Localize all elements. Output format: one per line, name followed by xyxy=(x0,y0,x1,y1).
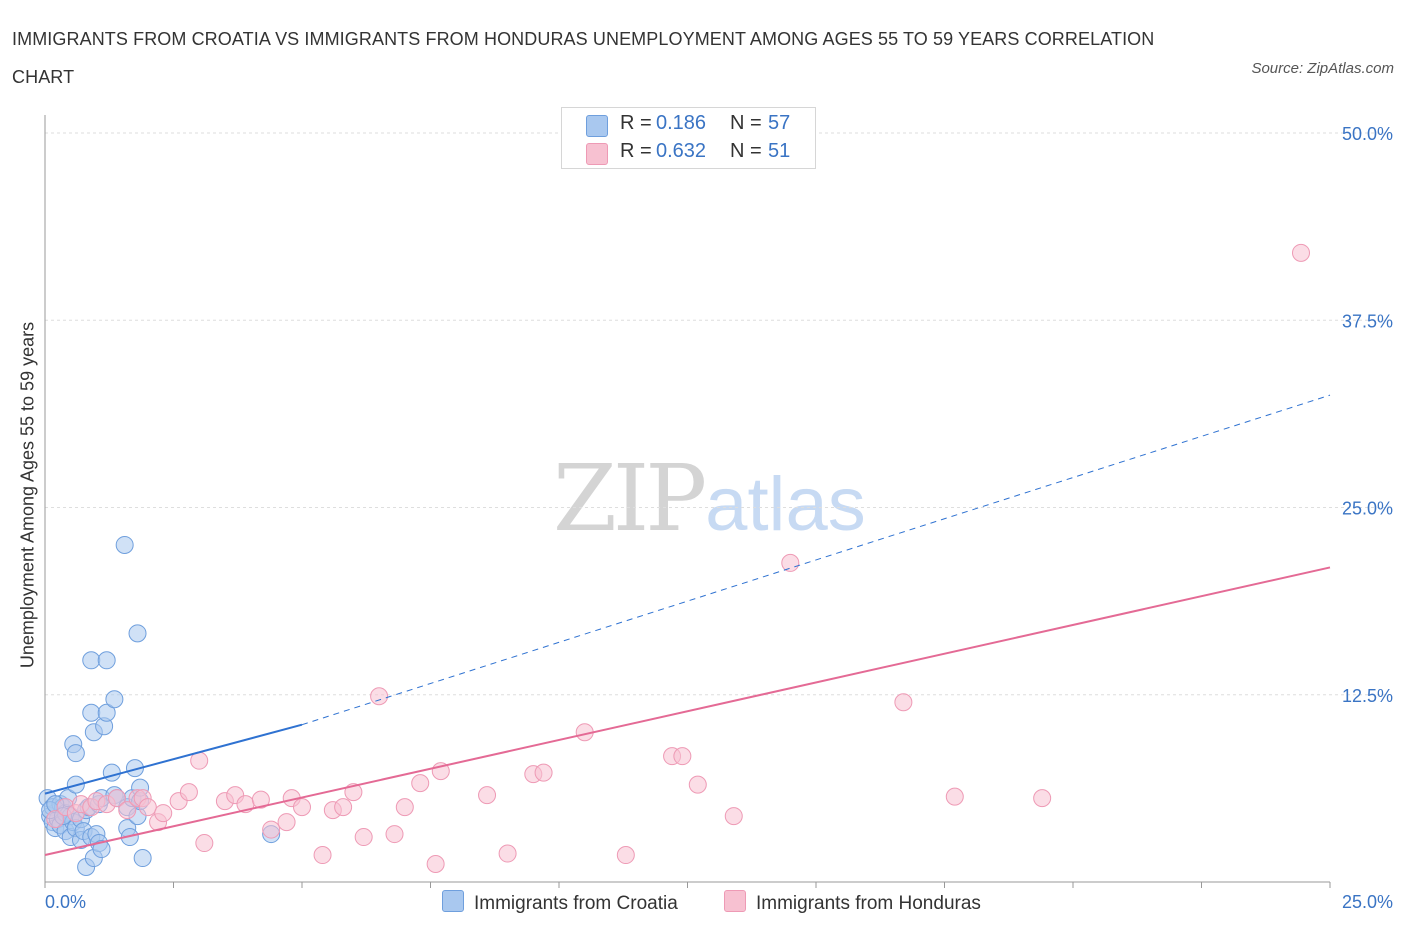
honduras-point xyxy=(138,798,157,817)
honduras-point xyxy=(107,789,126,808)
croatia-point xyxy=(128,624,147,643)
trend-layer xyxy=(44,394,1331,857)
y-tick-label: 25.0% xyxy=(1342,499,1393,519)
chart-title: IMMIGRANTS FROM CROATIA VS IMMIGRANTS FR… xyxy=(12,29,1155,87)
croatia-point xyxy=(97,703,116,722)
honduras-point xyxy=(894,693,913,712)
honduras-point xyxy=(313,846,332,865)
legend-n-label: N = xyxy=(730,112,762,134)
grid-layer xyxy=(45,132,1390,696)
honduras-point xyxy=(498,844,517,863)
honduras-point xyxy=(262,820,281,839)
watermark-zip: ZIP xyxy=(553,445,707,552)
croatia-legend-label: Immigrants from Croatia xyxy=(474,893,678,914)
honduras-point xyxy=(370,687,389,706)
label-layer: 12.5% 25.0% 37.5% 50.0% 0.0% 25.0% xyxy=(45,124,1393,912)
croatia-point xyxy=(102,763,121,782)
croatia-swatch xyxy=(586,115,608,137)
honduras-point xyxy=(179,783,198,802)
croatia-point xyxy=(115,535,134,554)
croatia-point xyxy=(82,703,101,722)
y-tick-label: 12.5% xyxy=(1342,686,1393,706)
watermark: ZIPatlas xyxy=(553,445,866,552)
honduras-point xyxy=(195,834,214,853)
honduras-point xyxy=(781,553,800,572)
x-tick-label-max: 25.0% xyxy=(1342,892,1393,912)
honduras-trend-line xyxy=(44,566,1331,857)
honduras-point xyxy=(426,855,445,874)
honduras-point xyxy=(154,804,173,823)
honduras-point xyxy=(688,775,707,794)
legend-r-label: R = xyxy=(620,140,652,162)
honduras-point xyxy=(277,813,296,832)
source-label: Source: ZipAtlas.com xyxy=(1251,60,1394,77)
watermark-atlas: atlas xyxy=(705,462,866,547)
bottom-legend-honduras: Immigrants from Honduras xyxy=(724,890,981,915)
honduras-point xyxy=(945,787,964,806)
croatia-trend-line xyxy=(44,723,303,795)
croatia-point xyxy=(105,690,124,709)
honduras-point xyxy=(1292,243,1310,262)
honduras-point xyxy=(385,825,404,844)
croatia-point xyxy=(97,651,116,670)
honduras-point xyxy=(616,846,635,865)
croatia-point xyxy=(66,744,85,763)
x-tick-label-min: 0.0% xyxy=(45,892,86,912)
honduras-point xyxy=(334,798,353,817)
honduras-point xyxy=(724,807,743,826)
croatia-legend-swatch xyxy=(442,890,464,912)
honduras-point xyxy=(251,790,270,809)
points-layer xyxy=(38,243,1310,877)
honduras-swatch xyxy=(586,143,608,165)
croatia-trend-extension xyxy=(301,394,1331,726)
croatia-point xyxy=(133,849,152,868)
croatia-point xyxy=(82,651,101,670)
honduras-point xyxy=(395,798,414,817)
honduras-point xyxy=(293,798,311,817)
legend-n-value-honduras: 51 xyxy=(768,140,791,162)
y-tick-label: 50.0% xyxy=(1342,124,1393,144)
y-tick-label: 37.5% xyxy=(1342,311,1393,331)
honduras-legend-label: Immigrants from Honduras xyxy=(756,893,981,914)
honduras-point xyxy=(354,828,373,847)
legend-r-value-croatia: 0.186 xyxy=(656,112,707,134)
bottom-legend-croatia: Immigrants from Croatia xyxy=(442,890,678,915)
y-axis-label: Unemployment Among Ages 55 to 59 years xyxy=(17,321,38,669)
legend-r-label: R = xyxy=(620,112,652,134)
honduras-point xyxy=(1033,789,1052,808)
legend-r-value-honduras: 0.632 xyxy=(656,140,707,162)
honduras-point xyxy=(46,810,65,829)
honduras-point xyxy=(411,774,430,793)
correlation-legend: R = 0.186 N = 57 R = 0.632 N = 51 xyxy=(561,107,816,169)
legend-n-value-croatia: 57 xyxy=(768,112,791,134)
axis-layer xyxy=(44,115,1331,888)
honduras-point xyxy=(118,801,137,820)
honduras-point xyxy=(478,786,497,805)
legend-n-label: N = xyxy=(730,140,762,162)
honduras-point xyxy=(673,747,692,766)
croatia-point xyxy=(92,840,111,859)
honduras-point xyxy=(534,763,553,782)
honduras-legend-swatch xyxy=(724,890,746,912)
